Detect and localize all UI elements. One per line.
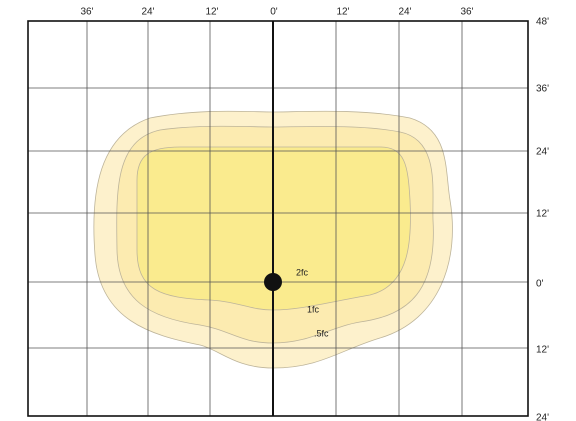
- contour-label: .5fc: [314, 328, 329, 338]
- y-label: 12': [536, 209, 549, 220]
- frame: [27, 20, 529, 417]
- contour-label: 1fc: [307, 304, 320, 314]
- x-label: 0': [270, 7, 278, 18]
- fixture: [264, 273, 282, 291]
- y-label: 24': [536, 413, 549, 421]
- y-label: 0': [536, 279, 544, 290]
- x-label: 24': [398, 7, 411, 18]
- x-label: 36': [460, 7, 473, 18]
- x-label: 36': [80, 7, 93, 18]
- y-label: 48': [536, 17, 549, 28]
- y-label: 36': [536, 84, 549, 95]
- x-label: 12': [336, 7, 349, 18]
- x-label: 24': [141, 7, 154, 18]
- y-label: 12': [536, 345, 549, 356]
- x-label: 12': [205, 7, 218, 18]
- y-label: 24': [536, 147, 549, 158]
- contour-label: 2fc: [296, 267, 309, 277]
